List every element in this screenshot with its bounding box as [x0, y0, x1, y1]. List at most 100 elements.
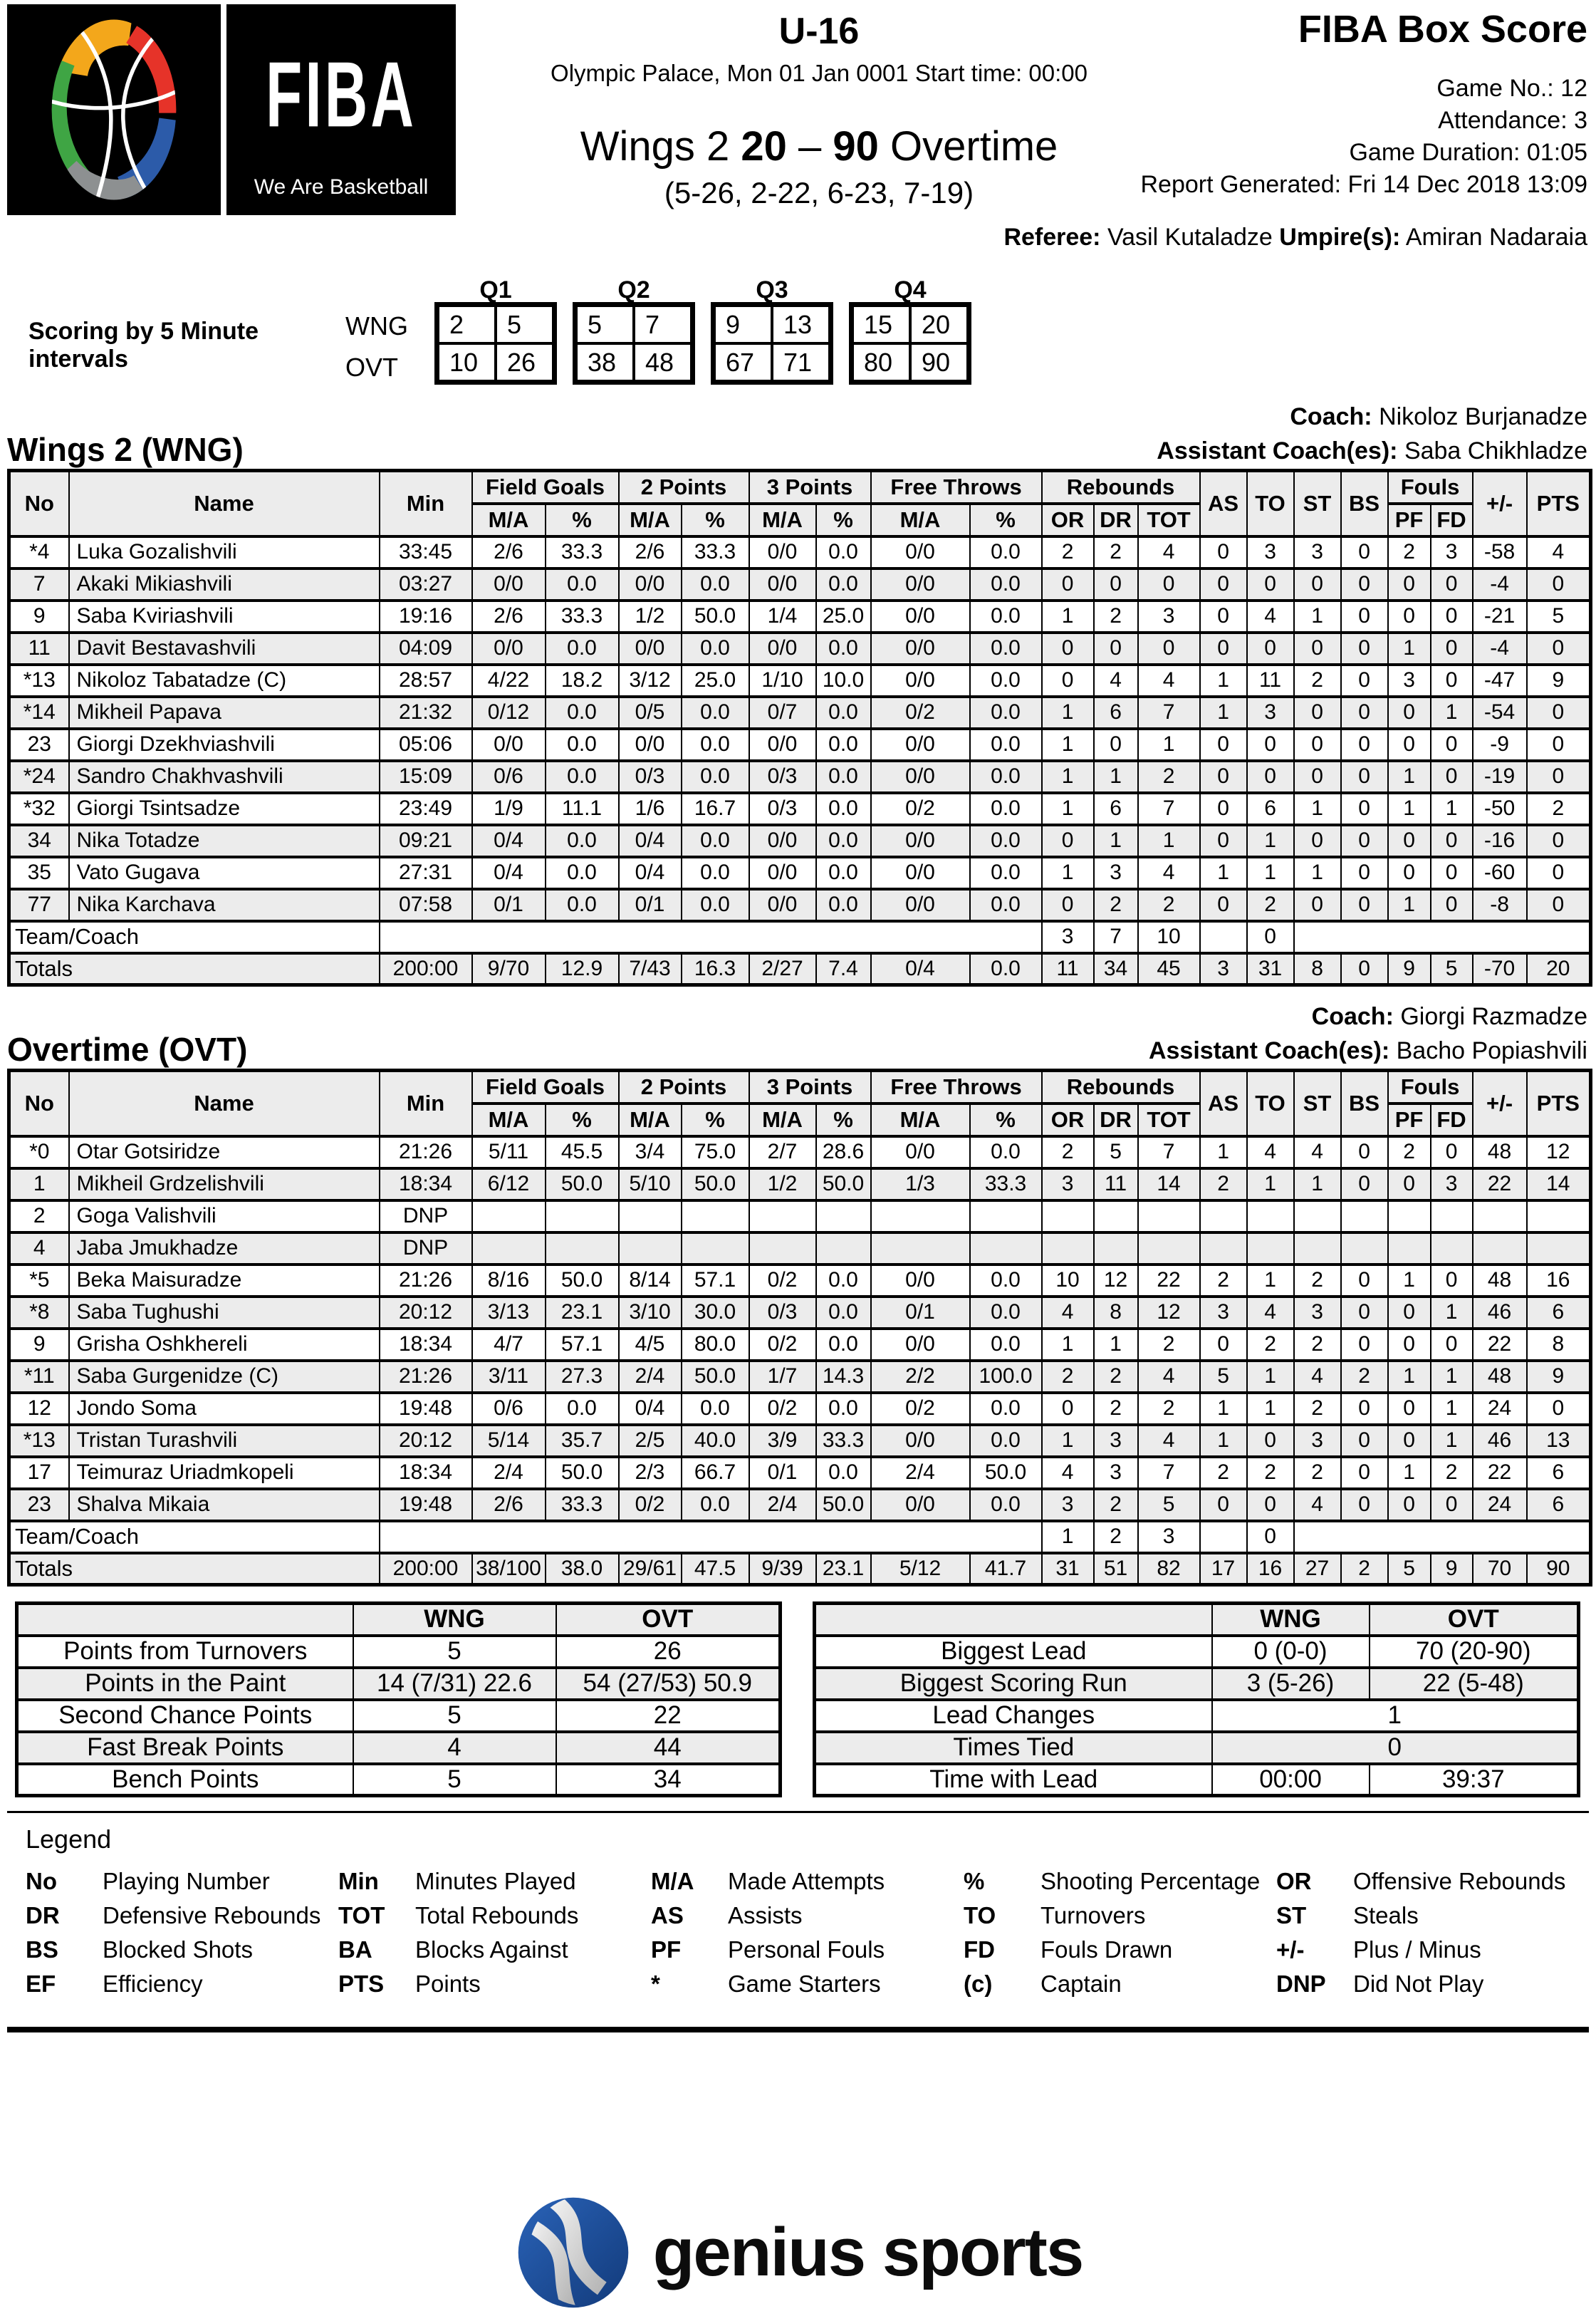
stat-bs: 0 [1340, 759, 1389, 794]
stat-3p-pct: 0.0 [815, 695, 872, 729]
stat-to: 2 [1246, 1455, 1295, 1490]
col-header: AS [1199, 1069, 1248, 1137]
stat-min: 09:21 [378, 824, 473, 858]
col-subheader: % [815, 502, 872, 537]
stat-to: 0 [1246, 1487, 1295, 1522]
totals-label: Totals [8, 1552, 380, 1586]
legend-desc: Turnovers [1040, 1902, 1146, 1928]
stat-or: 1 [1040, 727, 1095, 762]
stat-st: 0 [1293, 727, 1342, 762]
stat-3p-ma: 0/0 [748, 631, 817, 665]
stat-fg-pct: 11.1 [544, 791, 620, 826]
summary-value-ovt: 34 [555, 1762, 781, 1797]
stat-ft-pct: 0.0 [969, 1263, 1043, 1297]
col-subheader: % [680, 1102, 750, 1137]
stat-name: Jondo Soma [68, 1391, 380, 1426]
stat-no: *8 [8, 1295, 70, 1329]
stat-ft-pct: 0.0 [969, 567, 1043, 601]
stat-tot [1137, 1199, 1201, 1233]
stat-no: *11 [8, 1359, 70, 1393]
stat-pf: 0 [1387, 567, 1431, 601]
quarter-label: Q2 [617, 276, 650, 303]
legend-entry: AS Assists [651, 1901, 964, 1930]
summary-row-label: Time with Lead [813, 1762, 1213, 1797]
stat-2p-ma: 2/3 [617, 1455, 682, 1490]
stat-dr: 4 [1092, 663, 1139, 697]
legend-abbr: DNP [1276, 1970, 1326, 1997]
stat-fd: 0 [1429, 631, 1474, 665]
umpire-name: Amiran Nadaraia [1405, 224, 1587, 251]
col-subheader: % [544, 1102, 620, 1137]
stat-fg-ma: 0/0 [471, 727, 546, 762]
report-info: FIBA Box Score Game No.: 12 Attendance: … [1141, 7, 1588, 201]
stat-fd [1429, 1199, 1474, 1233]
stat-pts: 0 [1525, 695, 1592, 729]
summary-value-span: 0 [1211, 1730, 1580, 1765]
player-row: 77 Nika Karchava 07:58 0/1 0.0 0/1 0.0 0/0 0.0 0/… [8, 888, 1592, 922]
legend-entry: OR Offensive Rebounds [1276, 1867, 1589, 1896]
stat-bs: 0 [1340, 824, 1389, 858]
stat-pts: 6 [1525, 1295, 1592, 1329]
stat-min: 21:26 [378, 1359, 473, 1393]
stat-3p-pct: 0.0 [815, 1391, 872, 1426]
total-pf: 5 [1387, 1552, 1431, 1586]
stat-as: 1 [1199, 1423, 1248, 1458]
stat-fg-ma: 6/12 [471, 1167, 546, 1201]
attendance: Attendance: 3 [1438, 107, 1587, 134]
stat-to: 0 [1246, 567, 1295, 601]
stat-min: 05:06 [378, 727, 473, 762]
stat-fd: 1 [1429, 695, 1474, 729]
empty-cell [378, 920, 1043, 954]
fiba-ball-logo [7, 4, 221, 215]
stat-pf: 1 [1387, 759, 1431, 794]
stat-pf: 0 [1387, 856, 1431, 890]
stat-dr: 3 [1092, 856, 1139, 890]
stat-fg-pct: 0.0 [544, 824, 620, 858]
stat-no: 7 [8, 567, 70, 601]
stat-fd: 3 [1429, 535, 1474, 569]
stat-ft-ma: 0/0 [870, 535, 971, 569]
referee-name: Vasil Kutaladze [1107, 224, 1273, 251]
stat-tot: 2 [1137, 888, 1201, 922]
stat-to: 1 [1246, 1359, 1295, 1393]
stat-pf [1387, 1231, 1431, 1265]
stat-min: 20:12 [378, 1423, 473, 1458]
col-subheader: M/A [617, 502, 682, 537]
team-title: Wings 2 (WNG) [7, 431, 244, 468]
legend-desc: Fouls Drawn [1040, 1936, 1173, 1963]
stat-name: Giorgi Tsintsadze [68, 791, 380, 826]
stat-ft-pct: 0.0 [969, 631, 1043, 665]
stat-name: Nika Totadze [68, 824, 380, 858]
stat-ft-ma: 0/0 [870, 856, 971, 890]
stat-dr: 6 [1092, 791, 1139, 826]
stat-3p-pct: 50.0 [815, 1487, 872, 1522]
stat-fd: 0 [1429, 1327, 1474, 1361]
stat-fd: 0 [1429, 824, 1474, 858]
stat-as: 0 [1199, 631, 1248, 665]
col-subheader: TOT [1137, 1102, 1201, 1137]
stat-fg-ma: 0/6 [471, 759, 546, 794]
stat-or [1040, 1231, 1095, 1265]
stat-fg-ma: 2/6 [471, 1487, 546, 1522]
coach-name: Giorgi Razmadze [1400, 1003, 1587, 1030]
stat-fd: 1 [1429, 1359, 1474, 1393]
stat-3p-ma: 0/0 [748, 727, 817, 762]
stat-3p-pct: 0.0 [815, 759, 872, 794]
stat-ft-ma: 0/2 [870, 695, 971, 729]
stat-as: 0 [1199, 1327, 1248, 1361]
stat-name: Nikoloz Tabatadze (C) [68, 663, 380, 697]
stat-st: 1 [1293, 791, 1342, 826]
total-2p-pct: 16.3 [680, 952, 750, 986]
stat-pts: 0 [1525, 856, 1592, 890]
stat-pts: 12 [1525, 1135, 1592, 1169]
stat-or: 1 [1040, 1423, 1095, 1458]
stat-2p-pct: 57.1 [680, 1263, 750, 1297]
stat-no: *24 [8, 759, 70, 794]
player-row: 11 Davit Bestavashvili 04:09 0/0 0.0 0/0 0.0 0/… [8, 631, 1592, 665]
col-header-pts: PTS [1525, 1069, 1592, 1137]
total-plus-minus: -70 [1471, 952, 1528, 986]
summary-row: Bench Points 5 34 [16, 1762, 781, 1797]
stat-or: 3 [1040, 1487, 1095, 1522]
summary-row: Points in the Paint 14 (7/31) 22.6 54 (27/… [16, 1666, 781, 1700]
stat-st: 4 [1293, 1487, 1342, 1522]
